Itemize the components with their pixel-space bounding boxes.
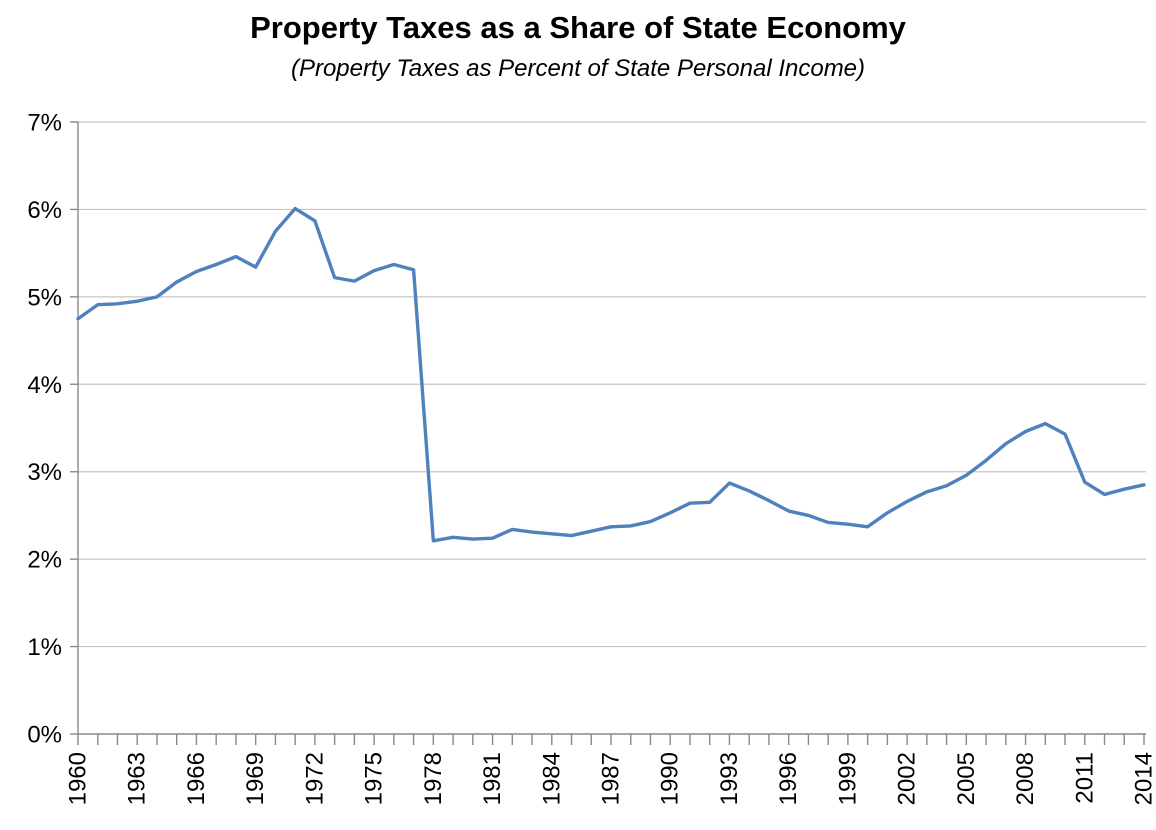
x-axis-label: 1990 bbox=[657, 752, 684, 805]
y-axis-label: 2% bbox=[27, 547, 62, 574]
y-axis-label: 5% bbox=[27, 284, 62, 311]
x-axis-label: 2014 bbox=[1131, 752, 1156, 805]
data-line-series bbox=[76, 206, 1146, 543]
x-axis-label: 1972 bbox=[301, 752, 328, 805]
x-axis-label: 1960 bbox=[65, 752, 92, 805]
y-axis-label: 7% bbox=[27, 110, 62, 137]
x-axis-label: 1966 bbox=[183, 752, 210, 805]
x-axis-label: 1975 bbox=[361, 752, 388, 805]
y-axis-label: 0% bbox=[27, 722, 62, 749]
x-axis-label: 1993 bbox=[716, 752, 743, 805]
x-axis-label: 1987 bbox=[598, 752, 625, 805]
chart-title: Property Taxes as a Share of State Econo… bbox=[250, 10, 906, 45]
x-axis-label: 1999 bbox=[834, 752, 861, 805]
x-axis-label: 1978 bbox=[420, 752, 447, 805]
x-axis-label: 2008 bbox=[1012, 752, 1039, 805]
chart-subtitle: (Property Taxes as Percent of State Pers… bbox=[290, 55, 866, 82]
x-axis-label: 2002 bbox=[894, 752, 921, 805]
x-axis-label: 1981 bbox=[479, 752, 506, 805]
y-axis-label: 1% bbox=[27, 634, 62, 661]
x-axis-label: 1969 bbox=[242, 752, 269, 805]
y-axis-label: 3% bbox=[27, 459, 62, 486]
y-axis-label: 4% bbox=[27, 372, 62, 399]
x-axis-label: 1996 bbox=[775, 752, 802, 805]
x-axis-label: 2011 bbox=[1071, 752, 1098, 804]
y-axis-label: 6% bbox=[27, 197, 62, 224]
x-axis-label: 1984 bbox=[538, 752, 565, 805]
x-axis-label: 2005 bbox=[953, 752, 980, 805]
x-axis-label: 1963 bbox=[124, 752, 151, 805]
